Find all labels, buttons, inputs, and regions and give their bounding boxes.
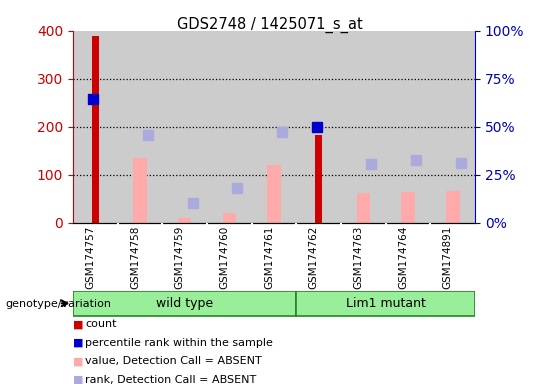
Text: genotype/variation: genotype/variation <box>5 299 111 309</box>
Text: Lim1 mutant: Lim1 mutant <box>346 297 426 310</box>
Bar <box>315 136 322 223</box>
Text: GSM174762: GSM174762 <box>309 226 319 290</box>
Text: ■: ■ <box>73 338 83 348</box>
Text: value, Detection Call = ABSENT: value, Detection Call = ABSENT <box>85 356 262 366</box>
Text: GSM174764: GSM174764 <box>398 226 408 290</box>
Bar <box>267 165 281 223</box>
Text: percentile rank within the sample: percentile rank within the sample <box>85 338 273 348</box>
Text: GSM174760: GSM174760 <box>219 226 230 289</box>
Text: GSM174759: GSM174759 <box>174 226 185 290</box>
Text: GSM174891: GSM174891 <box>443 226 453 290</box>
Text: GSM174763: GSM174763 <box>354 226 363 290</box>
Bar <box>178 218 191 223</box>
Bar <box>73 291 296 316</box>
Text: ■: ■ <box>73 356 83 366</box>
Bar <box>296 291 475 316</box>
Bar <box>92 36 99 223</box>
Bar <box>222 213 236 223</box>
Text: GSM174757: GSM174757 <box>85 226 95 290</box>
Text: ■: ■ <box>73 375 83 384</box>
Text: ■: ■ <box>73 319 83 329</box>
Text: count: count <box>85 319 117 329</box>
Bar <box>357 193 370 223</box>
Text: wild type: wild type <box>156 297 213 310</box>
Bar <box>133 158 147 223</box>
Text: GSM174761: GSM174761 <box>264 226 274 290</box>
Text: rank, Detection Call = ABSENT: rank, Detection Call = ABSENT <box>85 375 256 384</box>
Text: GSM174758: GSM174758 <box>130 226 140 290</box>
Bar <box>401 192 415 223</box>
Bar <box>446 191 460 223</box>
Text: GDS2748 / 1425071_s_at: GDS2748 / 1425071_s_at <box>177 17 363 33</box>
